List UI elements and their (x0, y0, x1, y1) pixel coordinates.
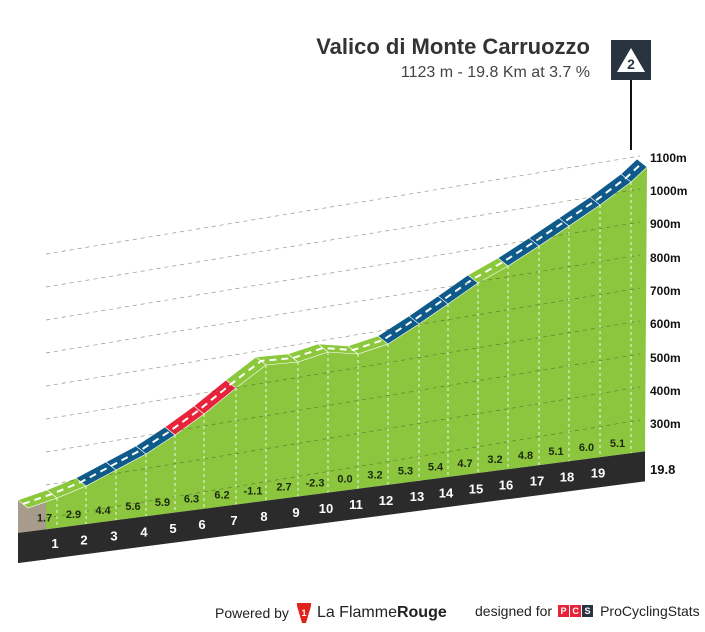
km-label-11: 11 (349, 497, 363, 512)
y-tick-label: 600m (650, 317, 681, 331)
procyclingstats-link[interactable]: ProCyclingStats (600, 603, 700, 619)
gradient-label-km-19: 6.0 (579, 442, 594, 454)
y-tick-label: 1000m (650, 184, 687, 198)
km-label-5: 5 (169, 521, 176, 536)
pcs-logo-icon: P C S (558, 605, 594, 617)
km-label-17: 17 (530, 473, 544, 488)
y-tick-label: 400m (650, 384, 681, 398)
powered-by: Powered by 1 La FlammeRouge (215, 603, 447, 623)
gradient-label-km-17: 4.8 (518, 450, 533, 462)
km-label-8: 8 (260, 509, 267, 524)
final-km-label: 19.8 (650, 462, 675, 477)
km-label-4: 4 (140, 525, 148, 540)
flamme-rouge-logo-icon: 1 (296, 603, 311, 623)
y-tick-label: 1100m (650, 151, 687, 165)
km-label-1: 1 (51, 536, 58, 551)
powered-by-label: Powered by (215, 605, 289, 621)
svg-text:1: 1 (301, 608, 306, 618)
km-label-3: 3 (110, 528, 117, 543)
gradient-label-km-19.8: 5.1 (610, 438, 625, 450)
km-label-19: 19 (591, 465, 605, 480)
gradient-label-km-13: 5.3 (398, 466, 413, 478)
gradient-label-km-4: 5.6 (125, 501, 140, 513)
km-label-7: 7 (230, 513, 237, 528)
designed-for-label: designed for (475, 603, 553, 619)
climb-title: Valico di Monte Carruozzo (316, 34, 590, 59)
gradient-label-km-15: 4.7 (457, 458, 472, 470)
gradient-label-km-2: 2.9 (66, 509, 81, 521)
km-label-16: 16 (499, 477, 513, 492)
gradient-label-km-18: 5.1 (548, 446, 563, 458)
km-label-15: 15 (469, 481, 483, 496)
category-number: 2 (627, 56, 635, 72)
mountain-category-icon: 2 (617, 48, 645, 72)
gradient-label-km-16: 3.2 (487, 454, 502, 466)
category-badge: 2 (611, 40, 651, 80)
flamme-rouge-link[interactable]: La FlammeRouge (316, 604, 447, 621)
km-label-13: 13 (410, 489, 424, 504)
gradient-label-km-10: -2.3 (306, 477, 325, 489)
km-label-6: 6 (198, 517, 205, 532)
y-tick-label: 500m (650, 351, 681, 365)
km-label-2: 2 (80, 532, 87, 547)
km-label-12: 12 (379, 493, 393, 508)
y-tick-label: 700m (650, 284, 681, 298)
gradient-label-km-11: 0.0 (337, 473, 352, 485)
gradient-label-km-8: -1.1 (244, 485, 263, 497)
climb-subtitle: 1123 m - 19.8 Km at 3.7 % (400, 64, 590, 81)
profile-center-line (22, 162, 643, 505)
profile-base (18, 451, 645, 563)
y-tick-label: 800m (650, 251, 681, 265)
profile-base-front (18, 529, 46, 563)
y-tick-label: 300m (650, 417, 681, 431)
gradient-label-km-14: 5.4 (428, 462, 444, 474)
km-label-10: 10 (319, 501, 333, 516)
km-label-18: 18 (560, 470, 574, 485)
km-label-14: 14 (439, 485, 454, 500)
gradient-label-km-12: 3.2 (367, 470, 382, 482)
designed-for: designed for P C S ProCyclingStats (475, 603, 700, 619)
profile-body (46, 167, 647, 530)
y-tick-label: 900m (650, 217, 681, 231)
gradient-label-km-9: 2.7 (276, 481, 291, 493)
km-label-9: 9 (292, 505, 299, 520)
gradient-label-km-1: 1.7 (37, 513, 52, 525)
gradient-label-km-3: 4.4 (95, 505, 111, 517)
gradient-label-km-7: 6.2 (214, 489, 229, 501)
gradient-label-km-5: 5.9 (155, 497, 170, 509)
gradient-label-km-6: 6.3 (184, 493, 199, 505)
